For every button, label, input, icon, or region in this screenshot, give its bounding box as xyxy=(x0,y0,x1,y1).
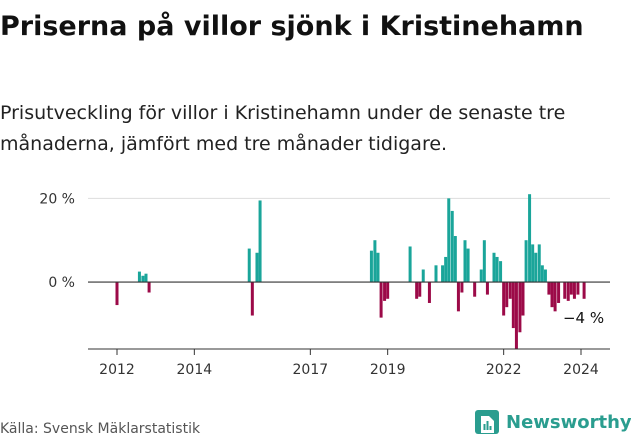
bar xyxy=(479,269,483,283)
bar xyxy=(441,265,445,283)
bar xyxy=(508,282,512,299)
chart-subtitle: Prisutveckling för villor i Kristinehamn… xyxy=(0,102,566,155)
bar xyxy=(247,248,251,283)
newsworthy-logo-icon xyxy=(475,410,499,434)
bar xyxy=(566,282,570,301)
x-tick-label: 2017 xyxy=(293,362,329,378)
x-axis-ticks: 2012 2014 2017 2019 2022 2024 xyxy=(99,349,599,378)
bar xyxy=(450,210,454,283)
bar xyxy=(408,246,412,283)
bar xyxy=(569,282,573,295)
bar xyxy=(495,256,499,283)
bar xyxy=(434,265,438,283)
bar xyxy=(373,240,377,283)
bar xyxy=(572,282,576,299)
bar xyxy=(147,282,151,293)
bar xyxy=(250,282,254,316)
x-tick-label: 2012 xyxy=(99,362,135,378)
bar xyxy=(386,282,390,299)
bar xyxy=(550,282,554,308)
bar xyxy=(369,250,373,283)
x-tick-label: 2022 xyxy=(486,362,522,378)
bar xyxy=(540,265,544,283)
bar xyxy=(534,252,538,283)
bar xyxy=(141,275,145,283)
bar xyxy=(482,240,486,283)
bar xyxy=(582,282,586,299)
bar xyxy=(547,282,551,295)
bar xyxy=(447,198,451,283)
bar xyxy=(543,269,547,283)
bar xyxy=(524,240,528,283)
bar xyxy=(485,282,489,295)
x-tick-label: 2024 xyxy=(563,362,599,378)
bar xyxy=(453,236,457,283)
x-tick-label: 2019 xyxy=(370,362,406,378)
bar xyxy=(466,248,470,283)
bar xyxy=(463,240,467,283)
bar xyxy=(563,282,567,299)
bar xyxy=(502,282,506,316)
bar xyxy=(144,273,148,283)
bar xyxy=(521,282,525,316)
bar xyxy=(418,282,422,297)
bar xyxy=(528,194,532,283)
bar xyxy=(137,271,141,283)
bar xyxy=(115,282,119,306)
chart-title: Priserna på villor sjönk i Kristinehamn xyxy=(0,11,584,42)
bar xyxy=(505,282,509,308)
source-note: Källa: Svensk Mäklarstatistik xyxy=(0,421,201,437)
bar xyxy=(537,244,541,283)
bar xyxy=(444,256,448,283)
bar xyxy=(499,261,503,283)
x-tick-label: 2014 xyxy=(177,362,213,378)
bar xyxy=(379,282,383,318)
bar xyxy=(518,282,522,333)
bar xyxy=(258,200,262,283)
bar xyxy=(427,282,431,303)
latest-value-label: −4 % xyxy=(563,309,604,327)
bar xyxy=(576,282,580,295)
bar xyxy=(421,269,425,283)
bar xyxy=(255,252,259,283)
bar xyxy=(376,252,380,283)
brand-name: Newsworthy xyxy=(506,411,631,433)
y-tick-label: 20 % xyxy=(39,191,75,207)
newsworthy-brand[interactable]: Newsworthy xyxy=(475,408,631,436)
y-tick-label: 0 % xyxy=(48,275,75,291)
y-axis-ticks: 0 % 20 % xyxy=(39,191,75,291)
bar xyxy=(531,244,535,283)
bar xyxy=(415,282,419,299)
bar xyxy=(492,252,496,283)
bar xyxy=(557,282,561,303)
bar xyxy=(473,282,477,297)
bar xyxy=(383,282,387,301)
bar xyxy=(511,282,515,329)
chart-bars xyxy=(115,194,586,349)
bar xyxy=(460,282,464,293)
bar xyxy=(514,282,518,349)
bar xyxy=(553,282,557,312)
bar xyxy=(456,282,460,312)
